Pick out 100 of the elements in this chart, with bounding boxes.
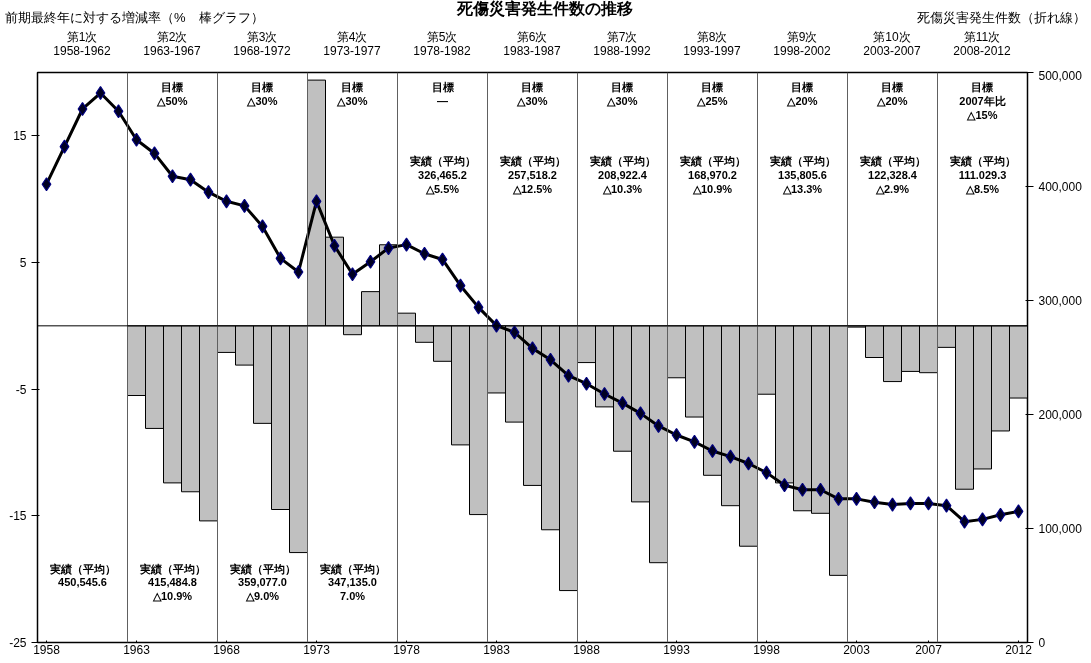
point <box>563 368 574 383</box>
x-tick-label: 2007 <box>915 642 943 657</box>
text: 第6次 1983-1987 <box>503 30 561 59</box>
x-tick-label: 1978 <box>393 642 421 657</box>
text: 第8次 1993-1997 <box>683 30 741 59</box>
point <box>437 252 448 267</box>
point <box>995 507 1006 522</box>
point <box>311 194 322 209</box>
text: 第11次 2008-2012 <box>953 30 1011 59</box>
point <box>833 491 844 506</box>
point <box>221 194 232 209</box>
point <box>725 449 736 464</box>
point <box>473 300 484 315</box>
point <box>419 246 430 261</box>
y2-tick-label: 100,000 <box>1038 522 1083 536</box>
point <box>185 172 196 187</box>
annotation: 実績（平均） 122,328.4 △2.9% <box>858 155 926 195</box>
y-tick-label: -15 <box>9 509 27 524</box>
point <box>779 478 790 493</box>
y2-tick-label: 0 <box>1038 636 1046 650</box>
point <box>653 418 664 433</box>
text: 第5次 1978-1982 <box>413 30 471 59</box>
point <box>509 325 520 340</box>
point <box>203 185 214 200</box>
y2-tick-label: 300,000 <box>1038 294 1083 308</box>
point <box>761 465 772 480</box>
text: 第1次 1958-1962 <box>53 30 111 59</box>
point <box>455 278 466 293</box>
point <box>635 406 646 421</box>
point <box>41 177 52 192</box>
text: 第7次 1988-1992 <box>593 30 651 59</box>
point <box>239 198 250 213</box>
point <box>689 434 700 449</box>
y-tick-label: 15 <box>13 129 27 144</box>
annotation: 実績（平均） 257,518.2 △12.5% <box>498 155 566 195</box>
point <box>797 482 808 497</box>
annotation: 実績（平均） 208,922.4 △10.3% <box>588 155 656 195</box>
text: 第4次 1973-1977 <box>323 30 381 59</box>
point <box>815 482 826 497</box>
point <box>527 341 538 356</box>
text: 第2次 1963-1967 <box>143 30 201 59</box>
annotation: 目標 — <box>431 81 454 107</box>
annotation: 実績（平均） 168,970.2 △10.9% <box>678 155 746 195</box>
annotation: 実績（平均） 450,545.6 <box>48 562 116 589</box>
y2-axis-title: 死傷災害発生件数（折れ線） <box>917 10 1086 26</box>
point <box>59 139 70 154</box>
text: 第3次 1968-1972 <box>233 30 291 59</box>
y-tick-label: -5 <box>15 382 27 397</box>
point <box>131 132 142 147</box>
point <box>941 498 952 513</box>
point <box>329 238 340 253</box>
x-tick-label: 2012 <box>1005 642 1033 657</box>
x-tick-label: 1958 <box>33 642 61 657</box>
x-tick-label: 1983 <box>483 642 511 657</box>
point <box>977 512 988 527</box>
x-tick-label: 1973 <box>303 642 331 657</box>
annotation: 目標 △20% <box>876 81 908 107</box>
x-tick-label: 1963 <box>123 642 151 657</box>
annotation: 実績（平均） 359,077.0 △9.0% <box>228 562 296 603</box>
point <box>113 104 124 119</box>
annotation: 目標 △30% <box>606 81 638 107</box>
point <box>257 219 268 234</box>
annotation: 目標 △25% <box>696 81 728 107</box>
annotation: 目標 △30% <box>246 81 278 107</box>
point <box>401 237 412 252</box>
x-tick-label: 1988 <box>573 642 601 657</box>
x-tick-label: 1998 <box>753 642 781 657</box>
point <box>275 251 286 266</box>
text: 第9次 1998-2002 <box>773 30 831 59</box>
x-tick-label: 1968 <box>213 642 241 657</box>
annotation: 目標 △50% <box>156 81 188 107</box>
point <box>869 495 880 510</box>
point <box>905 496 916 511</box>
point <box>851 491 862 506</box>
chart-title: 死傷災害発生件数の推移 <box>457 0 633 19</box>
point <box>617 396 628 411</box>
annotation: 目標 △30% <box>336 81 368 107</box>
annotation: 実績（平均） 415,484.8 △10.9% <box>138 562 206 603</box>
annotation: 実績（平均） 347,135.0 7.0% <box>318 562 386 603</box>
annotation: 目標 △20% <box>786 81 818 107</box>
y-tick-label: -25 <box>9 636 27 650</box>
point <box>167 169 178 184</box>
annotation: 目標 △30% <box>516 81 548 107</box>
point <box>887 497 898 512</box>
point <box>365 254 376 269</box>
y2-tick-label: 500,000 <box>1038 68 1083 83</box>
point <box>743 456 754 471</box>
y-tick-label: 5 <box>19 256 27 270</box>
x-tick-label: 2003 <box>843 642 871 657</box>
text: 第10次 2003-2007 <box>863 30 921 59</box>
y2-tick-label: 200,000 <box>1038 408 1083 422</box>
point <box>545 352 556 367</box>
point <box>1013 504 1024 519</box>
point <box>923 496 934 511</box>
x-tick-label: 1993 <box>663 642 691 657</box>
point <box>149 146 160 161</box>
annotation: 実績（平均） 135,805.6 △13.3% <box>768 155 836 195</box>
y-axis-title: 前期最終年に対する増減率（% 棒グラフ） <box>5 10 264 26</box>
annotation: 実績（平均） 326,465.2 △5.5% <box>408 155 476 195</box>
point <box>581 376 592 391</box>
